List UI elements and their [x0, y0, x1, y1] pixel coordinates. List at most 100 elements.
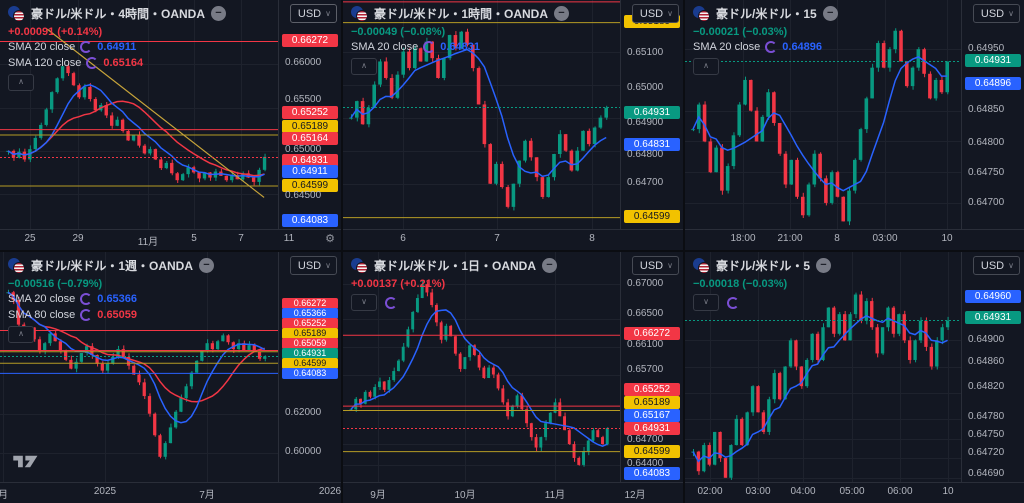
time-axis[interactable]: 6 7 8: [343, 229, 683, 250]
chart-title[interactable]: 豪ドル/米ドル・1時間・OANDA: [374, 7, 549, 21]
chart-title[interactable]: 豪ドル/米ドル・1日・OANDA: [374, 259, 537, 273]
time-axis[interactable]: 月 2025 7月 2026: [0, 482, 341, 503]
price-tick: 0.60000: [285, 446, 322, 457]
chart-title[interactable]: 豪ドル/米ドル・4時間・OANDA: [31, 7, 206, 21]
chart-panel-aud-usd-1w[interactable]: 豪ドル/米ドル・1週・OANDA − −0.00516 (−0.79%) SMA…: [0, 252, 341, 503]
chevron-down-icon: ∨: [1008, 9, 1014, 18]
price-axis[interactable]: 0.651890.651000.650000.649310.649000.648…: [620, 0, 683, 230]
indicator-row[interactable]: SMA 20 close 0.65366: [8, 292, 214, 306]
indicator-row[interactable]: SMA 20 close 0.64911: [8, 40, 226, 54]
price-axis[interactable]: 0.64950 0.64931 0.64896 0.64850 0.64800 0.647…: [961, 0, 1024, 230]
currency-dropdown[interactable]: USD ∨: [631, 4, 679, 23]
time-axis[interactable]: 9月 10月 11月 12月: [343, 482, 683, 503]
chart-header: 豪ドル/米ドル・5 − −0.00018 (−0.03%) ∨: [693, 257, 832, 311]
legend-collapse-button[interactable]: ∧: [693, 58, 719, 75]
time-tick: 18:00: [730, 233, 756, 244]
price-badge: 0.64083: [282, 214, 338, 227]
currency-label: USD: [980, 259, 1005, 272]
loading-icon: [80, 293, 93, 305]
minus-icon[interactable]: −: [816, 258, 832, 273]
price-badge: 0.64960: [965, 290, 1021, 303]
candlestick-chart[interactable]: [343, 0, 620, 230]
chart-title[interactable]: 豪ドル/米ドル・15: [716, 7, 817, 21]
currency-dropdown[interactable]: USD ∨: [289, 4, 337, 23]
price-tick: 0.64500: [285, 190, 322, 201]
price-tick: 0.64850: [968, 104, 1005, 115]
price-badge: 0.65252: [282, 106, 338, 119]
minus-icon[interactable]: −: [542, 258, 558, 273]
price-axis[interactable]: 0.66272 0.65366 0.65252 0.65189 0.65059 0.649…: [278, 252, 341, 483]
candlestick-chart[interactable]: [0, 252, 278, 483]
candlestick-chart[interactable]: [343, 252, 620, 483]
legend-expand-button[interactable]: ∨: [351, 294, 377, 311]
chart-title[interactable]: 豪ドル/米ドル・5: [716, 259, 811, 273]
time-axis[interactable]: 02:00 03:00 04:00 05:00 06:00 10: [685, 482, 1024, 503]
chart-panel-aud-usd-4h[interactable]: 豪ドル/米ドル・4時間・OANDA − +0.00091 (+0.14%) SM…: [0, 0, 341, 250]
time-tick: 8: [589, 233, 595, 244]
price-tick: 0.65000: [285, 144, 322, 155]
price-badge: 0.64931: [282, 348, 338, 359]
price-tick: 0.64720: [968, 447, 1005, 458]
currency-label: USD: [639, 259, 664, 272]
axis-settings-gear-icon[interactable]: ⚙: [325, 233, 335, 245]
chevron-down-icon: ∨: [325, 261, 331, 270]
chart-panel-aud-usd-1h[interactable]: 豪ドル/米ドル・1時間・OANDA − −0.00049 (−0.08%) SM…: [343, 0, 683, 250]
price-badge: 0.64083: [282, 368, 338, 379]
currency-dropdown[interactable]: USD ∨: [631, 256, 679, 275]
indicator-legend: SMA 20 close 0.64831 ∧: [351, 40, 569, 75]
legend-expand-button[interactable]: ∨: [693, 294, 719, 311]
price-tick: 0.64900: [627, 117, 664, 128]
candlestick-chart[interactable]: [685, 252, 961, 483]
aud-usd-flag-icon: [693, 257, 710, 274]
price-tick: 0.64750: [968, 429, 1005, 440]
price-tick: 0.65500: [285, 94, 322, 105]
time-axis[interactable]: 18:00 21:00 8 03:00 10: [685, 229, 1024, 250]
loading-icon: [727, 296, 739, 309]
price-axis[interactable]: 0.67000 0.66500 0.66272 0.66100 0.65700 0.652…: [620, 252, 683, 483]
loading-icon: [765, 41, 778, 53]
indicator-row[interactable]: SMA 120 close 0.65164: [8, 56, 226, 70]
chevron-down-icon: ∨: [667, 9, 673, 18]
price-badge: 0.64931: [282, 154, 338, 167]
currency-label: USD: [297, 7, 322, 20]
indicator-legend: ∨: [693, 294, 831, 311]
minus-icon[interactable]: −: [199, 258, 215, 273]
price-badge: 0.64599: [624, 445, 680, 458]
price-badge: 0.66272: [624, 327, 680, 340]
legend-collapse-button[interactable]: ∧: [351, 58, 377, 75]
chevron-down-icon: ∨: [1008, 261, 1014, 270]
price-tick: 0.64820: [968, 381, 1005, 392]
price-badge: 0.65189: [282, 328, 338, 339]
price-badge: 0.65189: [282, 120, 338, 133]
loading-icon: [80, 41, 93, 53]
candlestick-chart[interactable]: [685, 0, 961, 230]
minus-icon[interactable]: −: [822, 6, 838, 21]
time-axis[interactable]: 25 29 11月 5 7 11 ⚙: [0, 229, 341, 250]
currency-dropdown[interactable]: USD ∨: [972, 256, 1020, 275]
price-tick: 0.65700: [627, 364, 664, 375]
chart-title[interactable]: 豪ドル/米ドル・1週・OANDA: [31, 259, 194, 273]
minus-icon[interactable]: −: [211, 6, 227, 21]
minus-icon[interactable]: −: [554, 6, 570, 21]
price-axis[interactable]: 0.64960 0.64931 0.64900 0.64860 0.64820 0.647…: [961, 252, 1024, 483]
indicator-value: 0.65059: [97, 309, 138, 321]
legend-collapse-button[interactable]: ∧: [8, 74, 34, 91]
time-tick: 7月: [199, 490, 215, 501]
indicator-row[interactable]: SMA 20 close 0.64831: [351, 40, 569, 54]
indicator-row[interactable]: SMA 20 close 0.64896: [693, 40, 838, 54]
currency-dropdown[interactable]: USD ∨: [289, 256, 337, 275]
indicator-row[interactable]: SMA 80 close 0.65059: [8, 308, 214, 322]
price-axis[interactable]: 0.66272 0.66000 0.65500 0.65252 0.65189 0.651…: [278, 0, 341, 230]
legend-collapse-button[interactable]: ∧: [8, 326, 34, 343]
chart-panel-aud-usd-1d[interactable]: 豪ドル/米ドル・1日・OANDA − +0.00137 (+0.21%) ∨ U…: [343, 252, 683, 503]
chart-panel-aud-usd-5m[interactable]: 豪ドル/米ドル・5 − −0.00018 (−0.03%) ∨ USD ∨ 0.…: [685, 252, 1024, 503]
chart-panel-aud-usd-15m[interactable]: 豪ドル/米ドル・15 − −0.00021 (−0.03%) SMA 20 cl…: [685, 0, 1024, 250]
price-tick: 0.64780: [968, 411, 1005, 422]
currency-dropdown[interactable]: USD ∨: [972, 4, 1020, 23]
candlestick-chart[interactable]: [0, 0, 278, 230]
loading-icon: [86, 57, 99, 69]
tradingview-logo[interactable]: [12, 453, 40, 475]
price-badge: 0.64931: [965, 311, 1021, 324]
time-tick: 7: [494, 233, 500, 244]
